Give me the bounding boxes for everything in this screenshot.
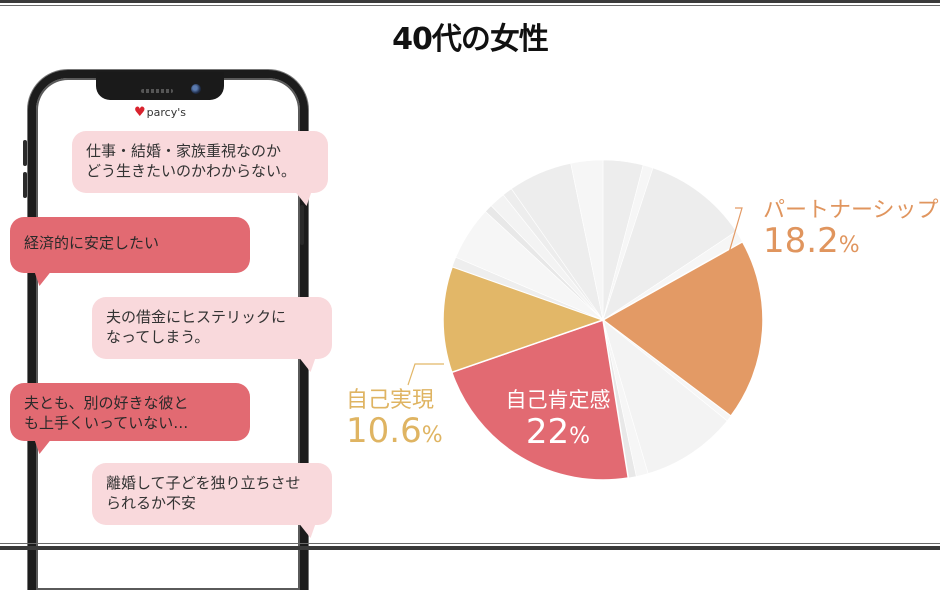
phone-notch: [96, 72, 224, 100]
speech-bubble: 夫の借金にヒステリックに なってしまう。: [92, 297, 332, 372]
phone-side-button: [23, 172, 27, 198]
label-self-realization: 自己実現 10.6%: [346, 388, 443, 451]
pie-slice: [601, 240, 764, 418]
bubble-text: 離婚して子どを独り立ちさせ られるか不安: [106, 474, 301, 512]
partnership-leader-line: [727, 207, 743, 257]
pie-slice: [602, 167, 737, 321]
page-title: 40代の女性: [392, 22, 549, 57]
pie-slice: [570, 159, 604, 321]
phone-side-button: [23, 140, 27, 166]
bottom-border: [0, 546, 940, 550]
label-name: 自己肯定感: [505, 388, 611, 412]
bubble-text: 仕事・結婚・家族重視なのか どう生きたいのかわからない。: [86, 142, 297, 180]
self-realization-leader-line: [407, 363, 444, 386]
speaker-icon: [141, 89, 173, 93]
pie-chart: [407, 159, 764, 481]
pie-slice: [602, 319, 728, 474]
top-border: [0, 0, 940, 3]
label-self-affirmation: 自己肯定感 22%: [498, 388, 618, 452]
speech-bubble: 仕事・結婚・家族重視なのか どう生きたいのかわからない。: [72, 131, 328, 206]
bubble-text: 夫とも、別の好きな彼と も上手くいっていない…: [24, 394, 189, 432]
speech-bubble: 経済的に安定したい: [10, 217, 250, 286]
pie-slices: [442, 159, 764, 481]
parcys-logo: ♥ parcy's: [134, 105, 186, 119]
camera-icon: [191, 84, 201, 94]
pie-slice: [450, 318, 630, 481]
label-name: 自己実現: [346, 388, 435, 413]
label-name: パートナーシップ: [763, 198, 939, 223]
bubble-text: 夫の借金にヒステリックに なってしまう。: [106, 308, 287, 346]
speech-bubble: 離婚して子どを独り立ちさせ られるか不安: [92, 463, 332, 538]
logo-text: parcy's: [146, 105, 186, 119]
top-border-line: [0, 5, 940, 6]
heart-icon: ♥: [134, 104, 146, 120]
speech-bubble: 夫とも、別の好きな彼と も上手くいっていない…: [10, 383, 250, 454]
bubble-text: 経済的に安定したい: [24, 234, 160, 252]
label-value: 10.6%: [346, 411, 443, 451]
bottom-border-line: [0, 543, 940, 544]
label-partnership: パートナーシップ 18.2%: [763, 198, 939, 261]
pie-slice: [442, 265, 606, 374]
phone-power-button: [300, 205, 304, 245]
label-value: 18.2%: [763, 221, 860, 261]
label-value: 22%: [525, 412, 591, 452]
